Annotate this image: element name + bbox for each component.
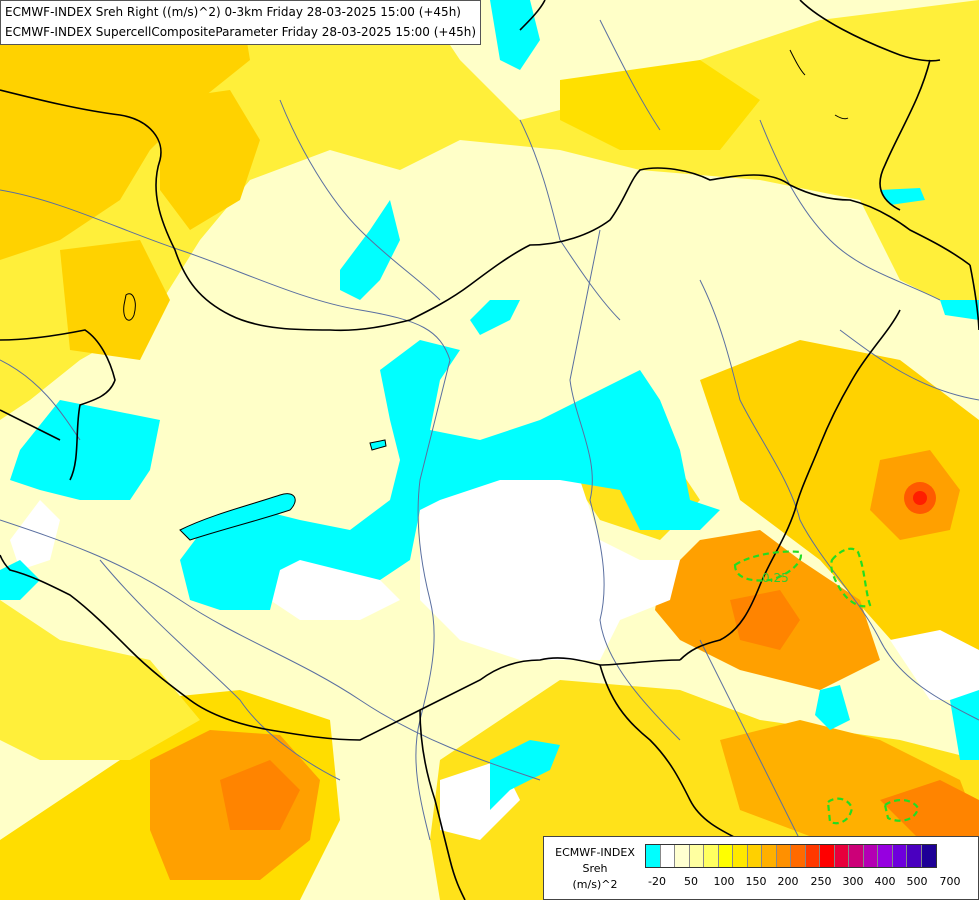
legend-tick-label: 500 [906, 875, 928, 888]
legend-title-line3: (m/s)^2 [572, 878, 618, 891]
legend-tick-label: 300 [842, 875, 864, 888]
legend-swatch [921, 845, 936, 867]
sreh-field-cyan [0, 0, 979, 810]
legend-swatch [849, 845, 864, 867]
legend-swatch [892, 845, 907, 867]
legend-swatch [834, 845, 849, 867]
legend-swatch [646, 845, 661, 867]
map-borders-extra [789, 49, 849, 120]
legend-tick-label: -20 [648, 875, 666, 888]
legend-swatch [791, 845, 806, 867]
legend-title: ECMWF-INDEX Sreh (m/s)^2 [546, 845, 644, 893]
legend-swatch [776, 845, 791, 867]
legend-swatch [762, 845, 777, 867]
map-title-line2: ECMWF-INDEX SupercellCompositeParameter … [5, 25, 477, 39]
map-title: ECMWF-INDEX Sreh Right ((m/s)^2) 0-3km F… [0, 0, 482, 45]
legend-tick-label: 400 [874, 875, 896, 888]
legend-swatch [660, 845, 675, 867]
map-title-line1: ECMWF-INDEX Sreh Right ((m/s)^2) 0-3km F… [5, 5, 461, 19]
legend-title-line1: ECMWF-INDEX [555, 846, 635, 859]
rivers [0, 19, 979, 881]
legend-tick-label: 100 [713, 875, 735, 888]
legend-tick-label: 700 [939, 875, 961, 888]
legend-swatch [805, 845, 820, 867]
legend-tick-label: 200 [777, 875, 799, 888]
legend-tick-labels: -20 50 100 150 200 250 300 400 500 700 [645, 875, 975, 889]
legend-swatch [747, 845, 762, 867]
legend-swatch [733, 845, 748, 867]
legend-swatch [718, 845, 733, 867]
legend-swatch [863, 845, 878, 867]
scp-contours [733, 547, 920, 825]
legend-tick-label: 150 [745, 875, 767, 888]
legend-swatch [907, 845, 922, 867]
legend-swatch [704, 845, 719, 867]
legend-swatch [878, 845, 893, 867]
legend-tick-label: 250 [810, 875, 832, 888]
legend-swatch [689, 845, 704, 867]
legend-swatch [820, 845, 835, 867]
legend-tick-label: 50 [684, 875, 698, 888]
legend-swatches [645, 844, 937, 868]
colorbar-legend: ECMWF-INDEX Sreh (m/s)^2 -20 50 100 150 200 2… [543, 836, 979, 900]
lakes [123, 293, 387, 541]
legend-swatch [675, 845, 690, 867]
contour-label: 0.25 [762, 571, 789, 585]
legend-title-line2: Sreh [582, 862, 608, 875]
